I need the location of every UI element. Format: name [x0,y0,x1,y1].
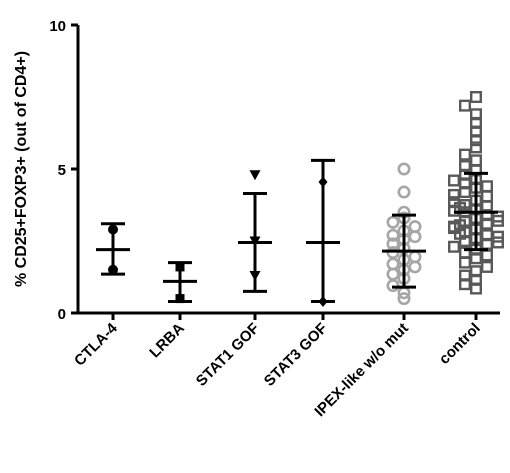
point-ipex-like-w-o-mut-21 [408,230,422,244]
point-control-1 [459,99,472,112]
point-ipex-like-w-o-mut-9 [386,237,400,251]
y-tick-label-10: 10 [49,18,66,35]
point-control-5 [470,134,483,147]
point-ipex-like-w-o-mut-22 [408,260,422,274]
point-control-24 [481,217,494,230]
point-control-15 [459,186,472,199]
point-control-8 [470,154,483,167]
y-tick-label-0: 0 [58,306,66,323]
y-tick-label-5: 5 [58,162,66,179]
x-tick-label-lrba: LRBA [146,320,188,362]
point-ipex-like-w-o-mut-20 [397,292,411,306]
y-axis-title: % CD25+FOXP3+ (out of CD4+) [13,51,30,287]
point-control-37 [459,256,472,269]
point-control-6 [470,141,483,154]
point-control-43 [470,282,483,295]
point-control-53 [492,236,505,249]
y-ticks: 0 5 10 [49,18,78,323]
point-control-32 [448,240,461,253]
axes [76,25,500,315]
point-control-35 [481,249,494,262]
x-tick-label-ctla-4: CTLA-4 [71,319,121,369]
x-tick-label-control: control [436,320,484,368]
point-control-50 [448,188,461,201]
point-ipex-like-w-o-mut-1 [397,185,411,199]
point-control-44 [481,180,494,193]
point-ipex-like-w-o-mut-7 [386,228,400,242]
point-ipex-like-w-o-mut-4 [386,215,400,229]
mean-sd-bars [96,158,498,303]
point-control-16 [481,190,494,203]
point-control-42 [459,278,472,291]
x-tick-label-stat1-gof: STAT1 GOF [193,320,263,390]
x-tick-label-stat3-gof: STAT3 GOF [261,320,331,390]
data-points [108,90,505,307]
point-control-57 [454,227,467,240]
point-control-0 [470,90,483,103]
point-control-54 [448,174,461,187]
point-ipex-like-w-o-mut-0 [397,162,411,176]
point-control-7 [459,148,472,161]
point-stat1-gof-0 [249,170,261,181]
point-control-36 [470,252,483,265]
point-control-38 [481,260,494,273]
